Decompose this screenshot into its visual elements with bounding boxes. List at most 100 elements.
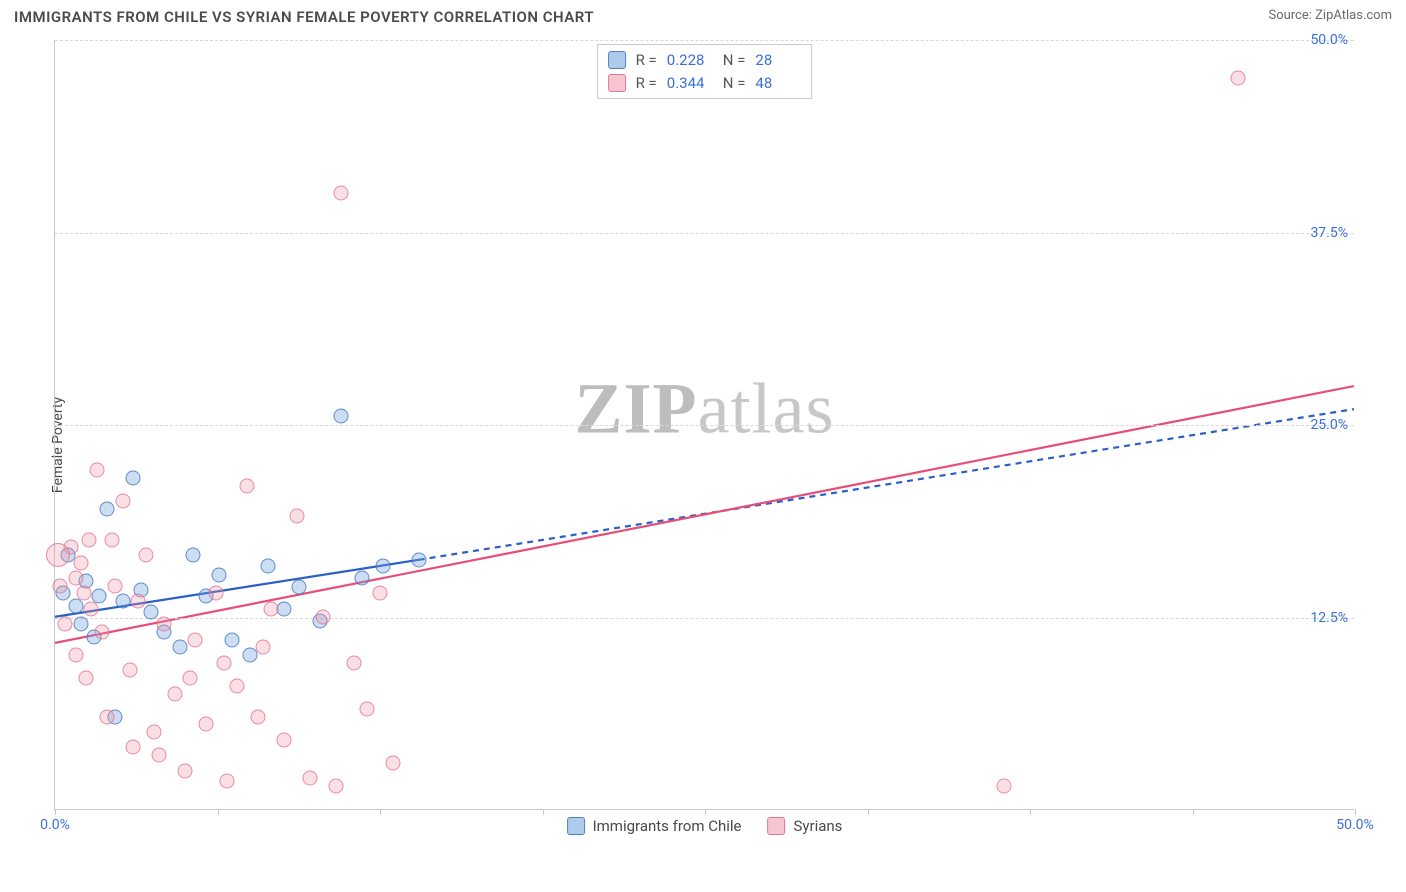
data-point-syrians [79, 671, 94, 686]
data-point-syrians [81, 532, 96, 547]
stat-r-chile: 0.228 [667, 49, 713, 72]
legend-swatch-syrians-icon [768, 817, 786, 835]
xtick [1193, 809, 1194, 815]
ytick-label: 37.5% [1310, 225, 1348, 241]
data-point-syrians [167, 686, 182, 701]
data-point-syrians [94, 624, 109, 639]
xtick [218, 809, 219, 815]
data-point-syrians [68, 571, 83, 586]
data-point-syrians [139, 547, 154, 562]
swatch-syrians-icon [608, 74, 626, 92]
data-point-chile [211, 567, 226, 582]
data-point-syrians [146, 725, 161, 740]
data-point-chile [412, 552, 427, 567]
data-point-chile [276, 601, 291, 616]
data-point-chile [144, 604, 159, 619]
data-point-syrians [53, 578, 68, 593]
stat-n-chile: 28 [755, 49, 801, 72]
data-point-chile [224, 632, 239, 647]
data-point-syrians [302, 771, 317, 786]
ytick-label: 12.5% [1310, 610, 1348, 626]
data-point-syrians [219, 774, 234, 789]
data-point-syrians [328, 778, 343, 793]
data-point-syrians [58, 617, 73, 632]
data-point-syrians [107, 578, 122, 593]
xtick-label: 50.0% [1336, 817, 1374, 833]
legend-item-syrians: Syrians [768, 817, 843, 835]
ytick-label: 25.0% [1310, 417, 1348, 433]
data-point-chile [100, 501, 115, 516]
gridline [55, 425, 1354, 426]
data-point-syrians [74, 555, 89, 570]
stats-legend: R = 0.228 N = 28 R = 0.344 N = 48 [597, 44, 813, 99]
data-point-syrians [315, 609, 330, 624]
xtick [1355, 809, 1356, 815]
data-point-syrians [115, 494, 130, 509]
gridline [55, 618, 1354, 619]
data-point-chile [115, 594, 130, 609]
data-point-syrians [276, 732, 291, 747]
data-point-syrians [100, 709, 115, 724]
data-point-chile [292, 580, 307, 595]
stat-n-syrians: 48 [755, 72, 801, 95]
xtick [705, 809, 706, 815]
watermark-rest: atlas [698, 369, 835, 449]
data-point-syrians [209, 586, 224, 601]
data-point-chile [126, 470, 141, 485]
data-point-syrians [183, 671, 198, 686]
data-point-syrians [105, 532, 120, 547]
stat-r-label: R = [636, 49, 657, 72]
data-point-chile [375, 558, 390, 573]
chart-source: Source: ZipAtlas.com [1268, 8, 1392, 23]
data-point-chile [354, 571, 369, 586]
data-point-syrians [1231, 70, 1246, 85]
data-point-syrians [123, 663, 138, 678]
data-point-syrians [68, 648, 83, 663]
gridline [55, 40, 1354, 41]
data-point-syrians [360, 701, 375, 716]
data-point-large [46, 543, 70, 567]
data-point-syrians [373, 586, 388, 601]
data-point-syrians [157, 617, 172, 632]
data-point-syrians [131, 594, 146, 609]
stat-n-label-2: N = [723, 72, 746, 95]
data-point-syrians [250, 709, 265, 724]
data-point-syrians [152, 748, 167, 763]
data-point-syrians [217, 655, 232, 670]
data-point-syrians [178, 763, 193, 778]
data-point-chile [185, 547, 200, 562]
xtick [380, 809, 381, 815]
legend-item-chile: Immigrants from Chile [567, 817, 742, 835]
stats-row-chile: R = 0.228 N = 28 [608, 49, 802, 72]
xtick [543, 809, 544, 815]
data-point-syrians [263, 601, 278, 616]
gridline [55, 233, 1354, 234]
data-point-syrians [84, 601, 99, 616]
source-prefix: Source: [1268, 8, 1315, 23]
data-point-syrians [289, 509, 304, 524]
swatch-chile-icon [608, 51, 626, 69]
data-point-chile [74, 617, 89, 632]
ytick-label: 50.0% [1310, 32, 1348, 48]
watermark: ZIPatlas [575, 368, 835, 451]
stats-row-syrians: R = 0.344 N = 48 [608, 72, 802, 95]
stat-n-label: N = [723, 49, 746, 72]
stat-r-label-2: R = [636, 72, 657, 95]
data-point-syrians [76, 586, 91, 601]
data-point-syrians [334, 186, 349, 201]
data-point-syrians [198, 717, 213, 732]
series-legend: Immigrants from Chile Syrians [567, 817, 843, 835]
data-point-syrians [126, 740, 141, 755]
chart-container: Female Poverty ZIPatlas R = 0.228 N = 28… [14, 40, 1392, 850]
data-point-chile [261, 558, 276, 573]
legend-label-syrians: Syrians [794, 817, 843, 835]
data-point-syrians [347, 655, 362, 670]
source-name: ZipAtlas.com [1315, 8, 1392, 23]
xtick [1030, 809, 1031, 815]
chart-title: IMMIGRANTS FROM CHILE VS SYRIAN FEMALE P… [14, 8, 594, 26]
data-point-syrians [386, 755, 401, 770]
data-point-syrians [256, 640, 271, 655]
xtick-label: 0.0% [40, 817, 70, 833]
data-point-syrians [997, 778, 1012, 793]
stat-r-syrians: 0.344 [667, 72, 713, 95]
